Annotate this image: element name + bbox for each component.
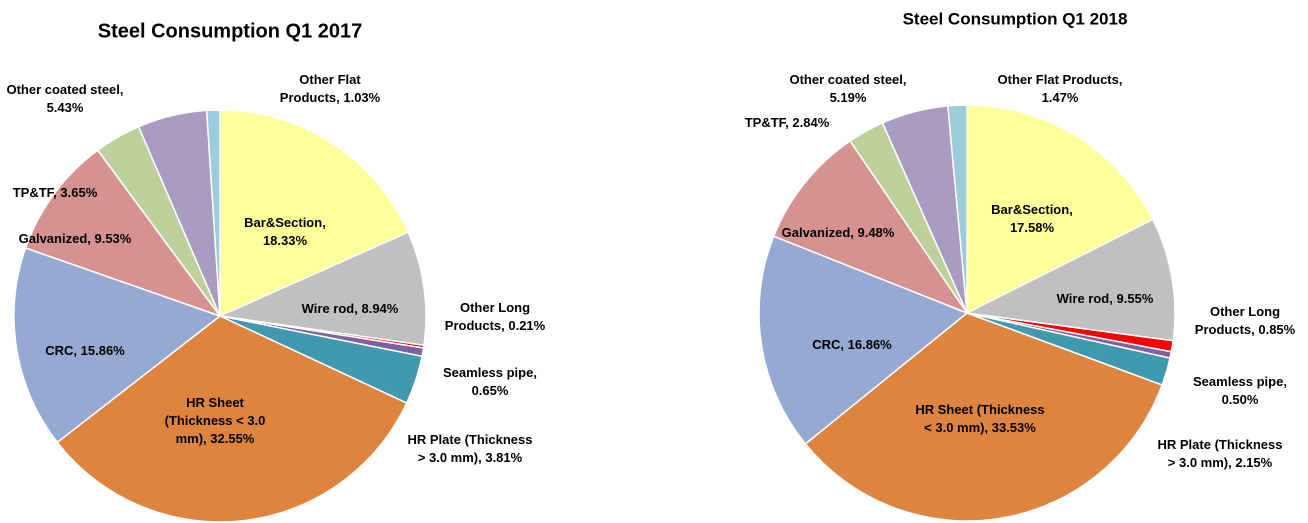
data-label: Other Long Products, 0.21%	[445, 300, 546, 333]
data-label: Seamless pipe, 0.50%	[1193, 374, 1287, 407]
data-label-line: CRC, 16.86%	[812, 337, 892, 352]
data-label-line: mm), 32.55%	[176, 431, 255, 446]
data-label: CRC, 15.86%	[45, 343, 125, 358]
data-label: Other Flat Products, 1.03%	[280, 72, 381, 105]
pie-slice	[966, 104, 1154, 315]
data-label: TP&TF, 3.65%	[13, 185, 98, 200]
pie-slice	[13, 246, 222, 444]
data-label-line: Bar&Section,	[991, 202, 1073, 217]
data-label-line: CRC, 15.86%	[45, 343, 125, 358]
pie-slice	[772, 139, 969, 315]
data-label: HR Plate (Thickness > 3.0 mm), 3.81%	[408, 432, 533, 465]
data-label-line: Wire rod, 9.55%	[1057, 291, 1154, 306]
data-label: CRC, 16.86%	[812, 337, 892, 352]
data-label-line: Seamless pipe,	[443, 365, 537, 380]
data-label-line: 17.58%	[1010, 220, 1055, 235]
pie-slice	[758, 235, 969, 446]
data-label-line: HR Plate (Thickness	[1158, 437, 1283, 452]
pie-slice	[56, 315, 408, 523]
data-label-line: Other Long	[460, 300, 530, 315]
data-label-line: Other Long	[1210, 304, 1280, 319]
data-label-line: 5.43%	[47, 100, 84, 115]
data-label-line: HR Sheet	[186, 395, 244, 410]
data-label: Other Long Products, 0.85%	[1195, 304, 1296, 337]
data-label-line: > 3.0 mm), 3.81%	[418, 450, 523, 465]
pie-slice	[217, 231, 427, 347]
data-label-line: Wire rod, 8.94%	[302, 301, 399, 316]
data-label: Bar&Section, 18.33%	[244, 215, 326, 248]
data-label-line: Products, 0.85%	[1195, 322, 1296, 337]
data-label-line: Bar&Section,	[244, 215, 326, 230]
data-label: HR Sheet (Thickness < 3.0 mm), 33.53%	[915, 402, 1044, 435]
data-label: TP&TF, 2.84%	[745, 115, 830, 130]
data-label-line: 0.50%	[1222, 392, 1259, 407]
data-label: HR Plate (Thickness > 3.0 mm), 2.15%	[1158, 437, 1283, 470]
data-label-line: 18.33%	[263, 233, 308, 248]
data-label: HR Sheet (Thickness < 3.0 mm), 32.55%	[165, 395, 266, 446]
chart-title: Steel Consumption Q1 2018	[903, 9, 1128, 28]
pie-slice	[219, 109, 410, 318]
data-label-line: 1.47%	[1042, 90, 1079, 105]
pie-slice	[964, 218, 1176, 342]
data-label: Wire rod, 9.55%	[1057, 291, 1154, 306]
pie-slice	[24, 149, 223, 318]
data-label-line: Other coated steel,	[6, 82, 123, 97]
data-label-line: 0.65%	[472, 383, 509, 398]
data-label-line: Galvanized, 9.53%	[19, 231, 132, 246]
data-label: Bar&Section, 17.58%	[991, 202, 1073, 235]
data-label: Other coated steel, 5.19%	[789, 72, 906, 105]
pie-slice	[205, 109, 221, 317]
data-label-line: Products, 1.03%	[280, 90, 381, 105]
data-label-line: > 3.0 mm), 2.15%	[1168, 455, 1273, 470]
data-label-line: Other Flat	[299, 72, 361, 87]
pie-slice	[947, 104, 968, 314]
data-label-line: Other Flat Products,	[998, 72, 1123, 87]
data-label-line: < 3.0 mm), 33.53%	[924, 420, 1036, 435]
data-label-line: (Thickness < 3.0	[165, 413, 266, 428]
data-label: Other coated steel, 5.43%	[6, 82, 123, 115]
data-label-line: 5.19%	[830, 90, 867, 105]
pie-slice	[804, 312, 1164, 522]
data-label: Galvanized, 9.53%	[19, 231, 132, 246]
data-label-line: Galvanized, 9.48%	[782, 225, 895, 240]
data-label: Wire rod, 8.94%	[302, 301, 399, 316]
data-label-line: HR Sheet (Thickness	[915, 402, 1044, 417]
data-label: Other Flat Products, 1.47%	[998, 72, 1123, 105]
data-label: Galvanized, 9.48%	[782, 225, 895, 240]
data-label-line: HR Plate (Thickness	[408, 432, 533, 447]
data-label-line: TP&TF, 3.65%	[13, 185, 98, 200]
data-label-line: TP&TF, 2.84%	[745, 115, 830, 130]
data-label-line: Other coated steel,	[789, 72, 906, 87]
data-label-line: Seamless pipe,	[1193, 374, 1287, 389]
data-label: Seamless pipe, 0.65%	[443, 365, 537, 398]
chart-title: Steel Consumption Q1 2017	[98, 20, 363, 42]
data-label-line: Products, 0.21%	[445, 318, 546, 333]
